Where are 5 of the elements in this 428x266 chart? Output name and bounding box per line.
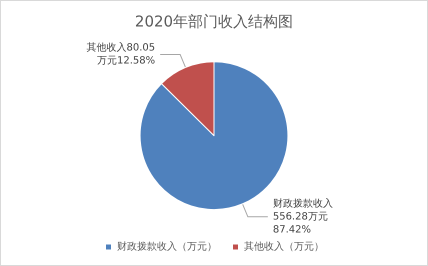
chart-title: 2020年部门收入结构图 [134, 12, 294, 30]
legend-label: 其他收入（万元） [244, 240, 324, 252]
data-label: 其他收入80.05 万元12.58% [86, 41, 156, 66]
legend-label: 财政拨款收入（万元） [117, 240, 217, 252]
data-label: 财政拨款收入 556.28万元 87.42% [272, 197, 333, 236]
